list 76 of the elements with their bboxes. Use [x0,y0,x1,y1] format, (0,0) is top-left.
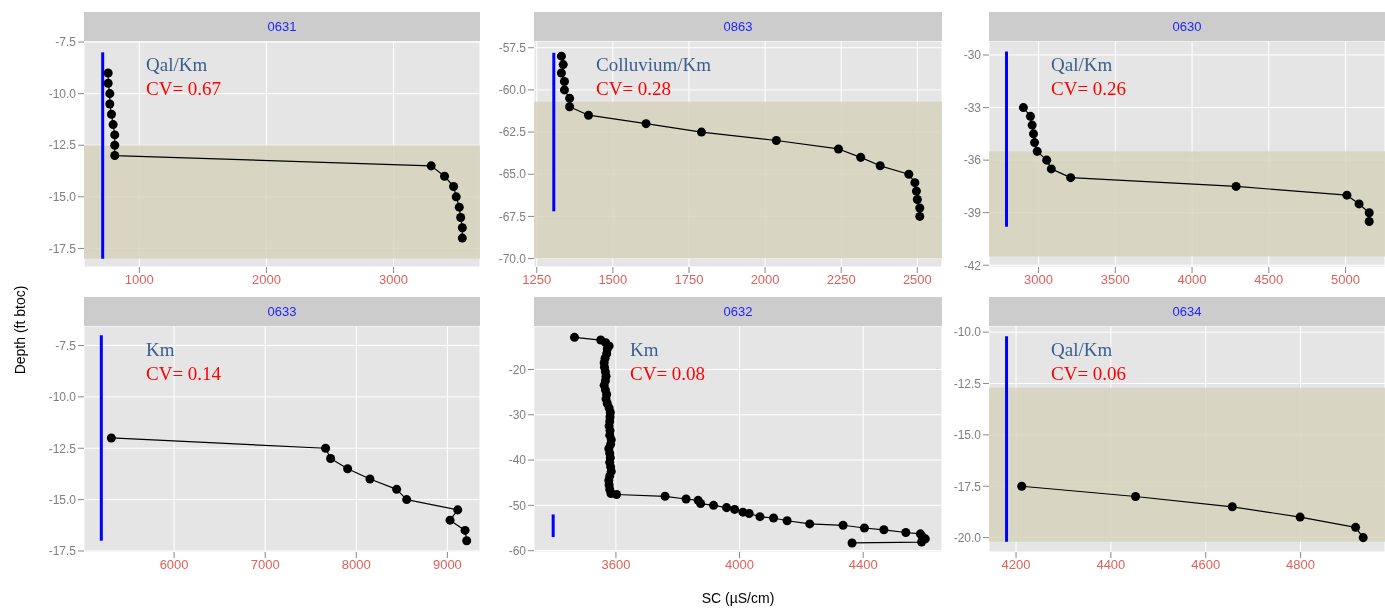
y-tick-label: -67.5 [498,209,527,224]
y-tick-label: -7.5 [55,338,77,353]
x-tick-label: 4600 [1191,557,1221,573]
chart-title: 0634 [989,297,1385,326]
x-tick-label: 2250 [826,272,856,288]
y-tick-label: -15.0 [953,428,982,443]
annotation: Km [146,338,176,362]
y-tick-label: -39 [963,205,982,220]
y-tick-label: -10.0 [953,325,982,340]
x-tick-label: 2500 [902,272,932,288]
y-tick-label: -12.5 [953,376,982,391]
y-tick-label: -42 [963,258,982,273]
y-tick-label: -15.0 [48,190,77,205]
y-tick-label: -10.0 [48,390,77,405]
y-tick-label: -12.5 [48,138,77,153]
y-tick-label: -17.5 [953,479,982,494]
y-tick-label: -20.0 [953,530,982,545]
y-tick-label: -17.5 [48,241,77,256]
x-tick-label: 4200 [1001,557,1031,573]
y-axis-title: Depth (ft btoc) [12,285,28,375]
x-tick-label: 8000 [341,557,371,573]
x-tick-label: 9000 [432,557,462,573]
x-tick-label: 2000 [750,272,780,288]
x-axis-title: SC (µS/cm) [701,590,775,606]
x-tick-label: 3600 [601,557,631,573]
x-tick-label: 4500 [1254,272,1284,288]
chart-title: 0631 [84,12,480,41]
annotation: Km [630,338,660,362]
annotation: CV= 0.06 [1051,362,1127,386]
y-tick-label: -65.0 [498,167,527,182]
x-tick-label: 1500 [598,272,628,288]
x-tick-label: 1250 [522,272,552,288]
y-tick-label: -33 [963,100,982,115]
x-tick-label: 4400 [848,557,878,573]
y-tick-label: -30 [963,48,982,63]
chart-title: 0630 [989,12,1385,41]
y-tick-label: -17.5 [48,544,77,559]
y-tick-label: -60 [508,543,527,558]
x-tick-label: 4000 [1177,272,1207,288]
x-tick-label: 2000 [251,272,281,288]
x-tick-label: 1000 [124,272,154,288]
y-tick-label: -10.0 [48,86,77,101]
x-tick-label: 5000 [1331,272,1361,288]
annotation: Colluvium/Km [596,53,712,77]
x-tick-label: 4400 [1096,557,1126,573]
y-tick-label: -36 [963,153,982,168]
x-tick-label: 1750 [674,272,704,288]
x-tick-label: 7000 [250,557,280,573]
x-tick-label: 3500 [1100,272,1130,288]
x-tick-label: 4800 [1286,557,1316,573]
y-tick-label: -57.5 [498,41,527,56]
x-tick-label: 3000 [379,272,409,288]
y-tick-label: -20 [508,362,527,377]
annotation: Qal/Km [146,53,209,77]
y-tick-label: -12.5 [48,441,77,456]
annotation: Qal/Km [1051,53,1114,77]
y-tick-label: -50 [508,498,527,513]
annotation: CV= 0.67 [146,77,222,101]
x-tick-label: 4000 [725,557,755,573]
y-tick-label: -30 [508,408,527,423]
annotation: CV= 0.28 [596,77,673,101]
chart-title: 0632 [534,297,942,326]
chart-title: 0863 [534,12,942,41]
y-tick-label: -62.5 [498,125,527,140]
x-tick-label: 3000 [1024,272,1054,288]
annotation: CV= 0.26 [1051,77,1127,101]
y-tick-label: -7.5 [55,35,77,50]
annotation: Qal/Km [1051,338,1114,362]
y-tick-label: -40 [508,453,527,468]
y-tick-label: -70.0 [498,251,527,266]
y-tick-label: -15.0 [48,492,77,507]
x-tick-label: 6000 [159,557,189,573]
annotation: CV= 0.08 [630,362,706,386]
chart-title: 0633 [84,297,480,326]
annotation: CV= 0.14 [146,362,222,386]
y-tick-label: -60.0 [498,83,527,98]
